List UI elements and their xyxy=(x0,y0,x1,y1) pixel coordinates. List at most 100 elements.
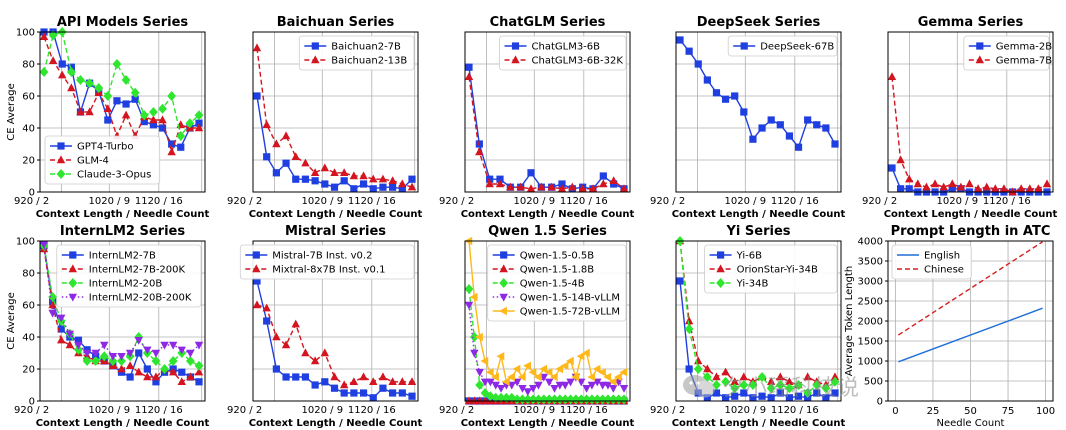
data-point xyxy=(766,377,776,385)
data-point xyxy=(913,179,923,188)
data-point xyxy=(550,394,559,405)
data-point xyxy=(523,394,533,405)
y-tick-label: 2000 xyxy=(858,317,883,328)
y-tick-label: 500 xyxy=(864,377,883,388)
axes-frame xyxy=(675,240,842,402)
data-point xyxy=(592,394,602,405)
data-point xyxy=(389,389,397,397)
data-point xyxy=(176,131,186,141)
data-point xyxy=(58,60,66,68)
data-point xyxy=(48,30,58,41)
data-point xyxy=(292,373,300,381)
x-tick-label: 920 / 2 xyxy=(650,196,685,207)
data-point xyxy=(712,389,721,397)
y-tick-label: 80 xyxy=(22,60,35,71)
data-point xyxy=(603,381,613,390)
data-point xyxy=(378,372,388,381)
legend: Baichuan2-7B Baichuan2-13B xyxy=(298,35,415,71)
data-point xyxy=(534,394,543,405)
x-tick-label: 1020 / 9 xyxy=(302,405,344,416)
data-point xyxy=(139,110,149,121)
y-tick-label: 0 xyxy=(877,397,883,408)
y-tick-label: 40 xyxy=(22,333,35,344)
data-point xyxy=(956,182,966,191)
data-point xyxy=(830,372,840,381)
data-point xyxy=(581,348,590,358)
data-point xyxy=(731,392,739,400)
legend-marker xyxy=(56,155,66,164)
data-point xyxy=(263,317,271,325)
data-point xyxy=(321,378,329,386)
data-point xyxy=(48,309,57,318)
data-point xyxy=(731,92,739,100)
axes-frame xyxy=(887,31,1054,193)
data-point xyxy=(281,340,291,349)
data-point xyxy=(195,378,203,386)
data-point xyxy=(887,72,897,80)
legend-label: OrionStar-Yi-34B xyxy=(737,265,818,276)
data-point xyxy=(582,385,591,393)
y-tick-label: 3500 xyxy=(858,257,883,268)
legend-label: Gemma-7B xyxy=(996,56,1052,67)
data-point xyxy=(598,368,606,377)
y-tick-label: 20 xyxy=(22,156,35,167)
data-point xyxy=(330,384,339,392)
data-point xyxy=(464,301,474,310)
data-point xyxy=(160,364,169,374)
data-point xyxy=(486,378,495,387)
data-point xyxy=(194,341,204,350)
data-point xyxy=(685,47,693,55)
data-point xyxy=(262,120,271,128)
data-point xyxy=(262,303,271,312)
data-point xyxy=(560,361,569,370)
data-point xyxy=(587,372,596,382)
data-point xyxy=(310,356,320,365)
data-point xyxy=(684,324,694,334)
x-tick-label: 1020 / 9 xyxy=(89,196,131,207)
data-point xyxy=(598,381,607,390)
data-point xyxy=(321,180,329,188)
data-point xyxy=(577,378,586,387)
series-line-gemma-7b xyxy=(891,76,1048,193)
data-point xyxy=(301,348,310,357)
data-point xyxy=(897,185,905,193)
data-point xyxy=(168,341,178,350)
data-point xyxy=(330,372,339,381)
data-point xyxy=(103,91,113,101)
legend-marker xyxy=(56,169,66,179)
data-point xyxy=(359,389,368,397)
legend-label: InternLM2-7B xyxy=(89,251,156,262)
panel-title: API Models Series xyxy=(57,15,189,30)
data-point xyxy=(576,352,585,361)
data-point xyxy=(76,75,85,85)
y-tick-label: 3000 xyxy=(858,277,883,288)
legend-label: Chinese xyxy=(924,265,964,276)
x-tick-label: 25 xyxy=(927,406,940,417)
data-point xyxy=(518,394,527,405)
data-point xyxy=(194,360,204,371)
x-tick-label: 920 / 2 xyxy=(14,405,49,416)
data-point xyxy=(676,277,684,285)
legend-marker xyxy=(511,55,520,64)
x-tick-label: 920 / 2 xyxy=(862,196,897,207)
data-point xyxy=(703,364,712,373)
data-point xyxy=(555,381,565,390)
data-point xyxy=(619,368,628,377)
data-point xyxy=(39,32,49,40)
data-point xyxy=(922,182,931,191)
panel-title: Gemma Series xyxy=(918,15,1024,30)
data-point xyxy=(282,159,290,167)
x-tick-label: 1020 / 9 xyxy=(937,196,979,207)
legend-box xyxy=(891,244,972,280)
data-point xyxy=(608,394,618,405)
data-point xyxy=(812,380,822,390)
data-point xyxy=(469,332,479,342)
data-point xyxy=(389,183,397,191)
y-tick-label: 100 xyxy=(16,237,35,248)
data-point xyxy=(149,107,158,117)
data-point xyxy=(66,67,76,77)
legend: InternLM2-7B InternLM2-7B-200K InternLM2-2… xyxy=(56,244,202,308)
data-point xyxy=(349,377,359,385)
legend-label: Baichuan2-7B xyxy=(331,42,401,53)
data-point xyxy=(475,380,485,390)
